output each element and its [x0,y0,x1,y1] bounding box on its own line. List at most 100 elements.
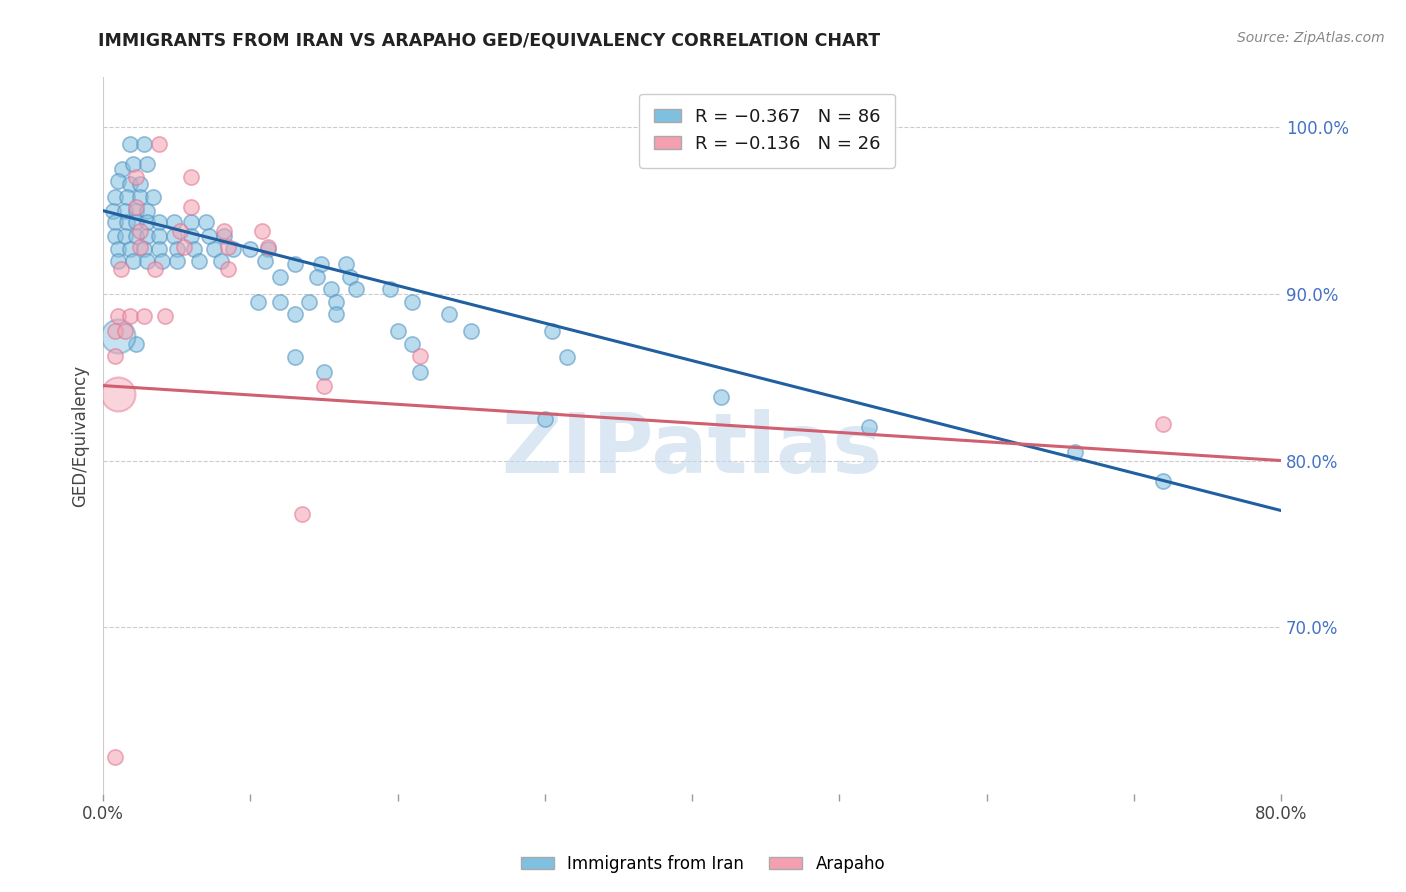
Legend: R = −0.367   N = 86, R = −0.136   N = 26: R = −0.367 N = 86, R = −0.136 N = 26 [640,94,896,168]
Point [380,282,402,296]
Point [118,177,141,191]
Point [339,270,361,285]
Point [195,215,218,229]
Point [325,295,347,310]
Point [107,328,129,343]
Point [148,242,170,256]
Point [134,309,156,323]
Point [408,349,430,363]
Point [129,190,152,204]
Text: Source: ZipAtlas.com: Source: ZipAtlas.com [1237,31,1385,45]
Point [312,378,335,392]
Point [136,215,159,229]
Point [110,262,132,277]
Point [104,750,127,764]
Point [533,412,555,426]
Point [257,242,280,256]
Point [107,174,129,188]
Point [129,240,152,254]
Point [1063,445,1085,459]
Point [124,203,146,218]
Point [124,215,146,229]
Point [180,200,202,214]
Point [150,253,173,268]
Point [344,282,367,296]
Text: ZIPatlas: ZIPatlas [502,409,883,491]
Point [148,228,170,243]
Point [183,242,205,256]
Point [124,228,146,243]
Point [148,215,170,229]
Point [136,228,159,243]
Point [269,295,291,310]
Point [169,224,191,238]
Point [298,295,321,310]
Point [104,349,127,363]
Point [142,190,165,204]
Point [143,262,166,277]
Point [129,177,152,191]
Point [124,170,146,185]
Point [107,242,129,256]
Point [118,137,141,152]
Point [163,215,186,229]
Point [555,351,578,365]
Point [136,253,159,268]
Point [104,190,127,204]
Point [104,215,127,229]
Point [104,324,127,338]
Point [321,282,343,296]
Point [246,295,269,310]
Point [221,242,243,256]
Point [291,507,314,521]
Point [103,203,125,218]
Point [114,203,136,218]
Point [129,224,152,238]
Point [710,390,733,404]
Point [202,242,225,256]
Point [124,200,146,214]
Point [104,228,127,243]
Point [1152,474,1174,488]
Point [269,270,291,285]
Point [107,253,129,268]
Point [187,253,209,268]
Y-axis label: GED/Equivalency: GED/Equivalency [72,365,89,507]
Point [217,262,239,277]
Point [180,215,202,229]
Point [209,253,232,268]
Point [118,309,141,323]
Point [217,240,239,254]
Point [541,324,564,338]
Point [283,307,305,321]
Point [401,337,423,351]
Point [115,215,138,229]
Point [1152,417,1174,431]
Point [283,257,305,271]
Point [408,365,430,379]
Point [134,242,156,256]
Point [121,157,143,171]
Text: IMMIGRANTS FROM IRAN VS ARAPAHO GED/EQUIVALENCY CORRELATION CHART: IMMIGRANTS FROM IRAN VS ARAPAHO GED/EQUI… [98,31,880,49]
Point [115,190,138,204]
Point [114,228,136,243]
Point [136,157,159,171]
Point [325,307,347,321]
Point [283,351,305,365]
Point [180,170,202,185]
Point [114,324,136,338]
Point [437,307,460,321]
Point [148,137,170,152]
Point [387,324,409,338]
Point [153,309,176,323]
Point [250,224,273,238]
Legend: Immigrants from Iran, Arapaho: Immigrants from Iran, Arapaho [515,848,891,880]
Point [305,270,328,285]
Point [107,387,129,401]
Point [166,253,188,268]
Point [858,420,880,434]
Point [335,257,357,271]
Point [124,337,146,351]
Point [111,162,134,177]
Point [254,253,277,268]
